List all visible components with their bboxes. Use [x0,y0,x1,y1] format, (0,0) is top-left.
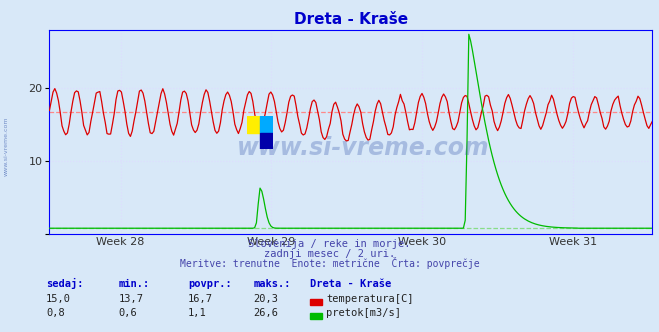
Bar [260,116,273,133]
Text: zadnji mesec / 2 uri.: zadnji mesec / 2 uri. [264,249,395,259]
Text: 20,3: 20,3 [254,294,279,304]
Text: Slovenija / reke in morje.: Slovenija / reke in morje. [248,239,411,249]
Text: 13,7: 13,7 [119,294,144,304]
Text: 16,7: 16,7 [188,294,213,304]
Text: 0,6: 0,6 [119,308,137,318]
Title: Dreta - Kraše: Dreta - Kraše [294,12,408,27]
Bar [247,116,260,133]
Text: www.si-vreme.com: www.si-vreme.com [237,136,489,160]
Text: 1,1: 1,1 [188,308,206,318]
Bar [260,133,273,149]
Text: povpr.:: povpr.: [188,279,231,289]
Text: sedaj:: sedaj: [46,278,84,289]
Text: pretok[m3/s]: pretok[m3/s] [326,308,401,318]
Text: 26,6: 26,6 [254,308,279,318]
Text: 0,8: 0,8 [46,308,65,318]
Text: Meritve: trenutne  Enote: metrične  Črta: povprečje: Meritve: trenutne Enote: metrične Črta: … [180,257,479,269]
Text: maks.:: maks.: [254,279,291,289]
Text: min.:: min.: [119,279,150,289]
Text: Dreta - Kraše: Dreta - Kraše [310,279,391,289]
Text: temperatura[C]: temperatura[C] [326,294,414,304]
Text: www.si-vreme.com: www.si-vreme.com [4,116,9,176]
Text: 15,0: 15,0 [46,294,71,304]
